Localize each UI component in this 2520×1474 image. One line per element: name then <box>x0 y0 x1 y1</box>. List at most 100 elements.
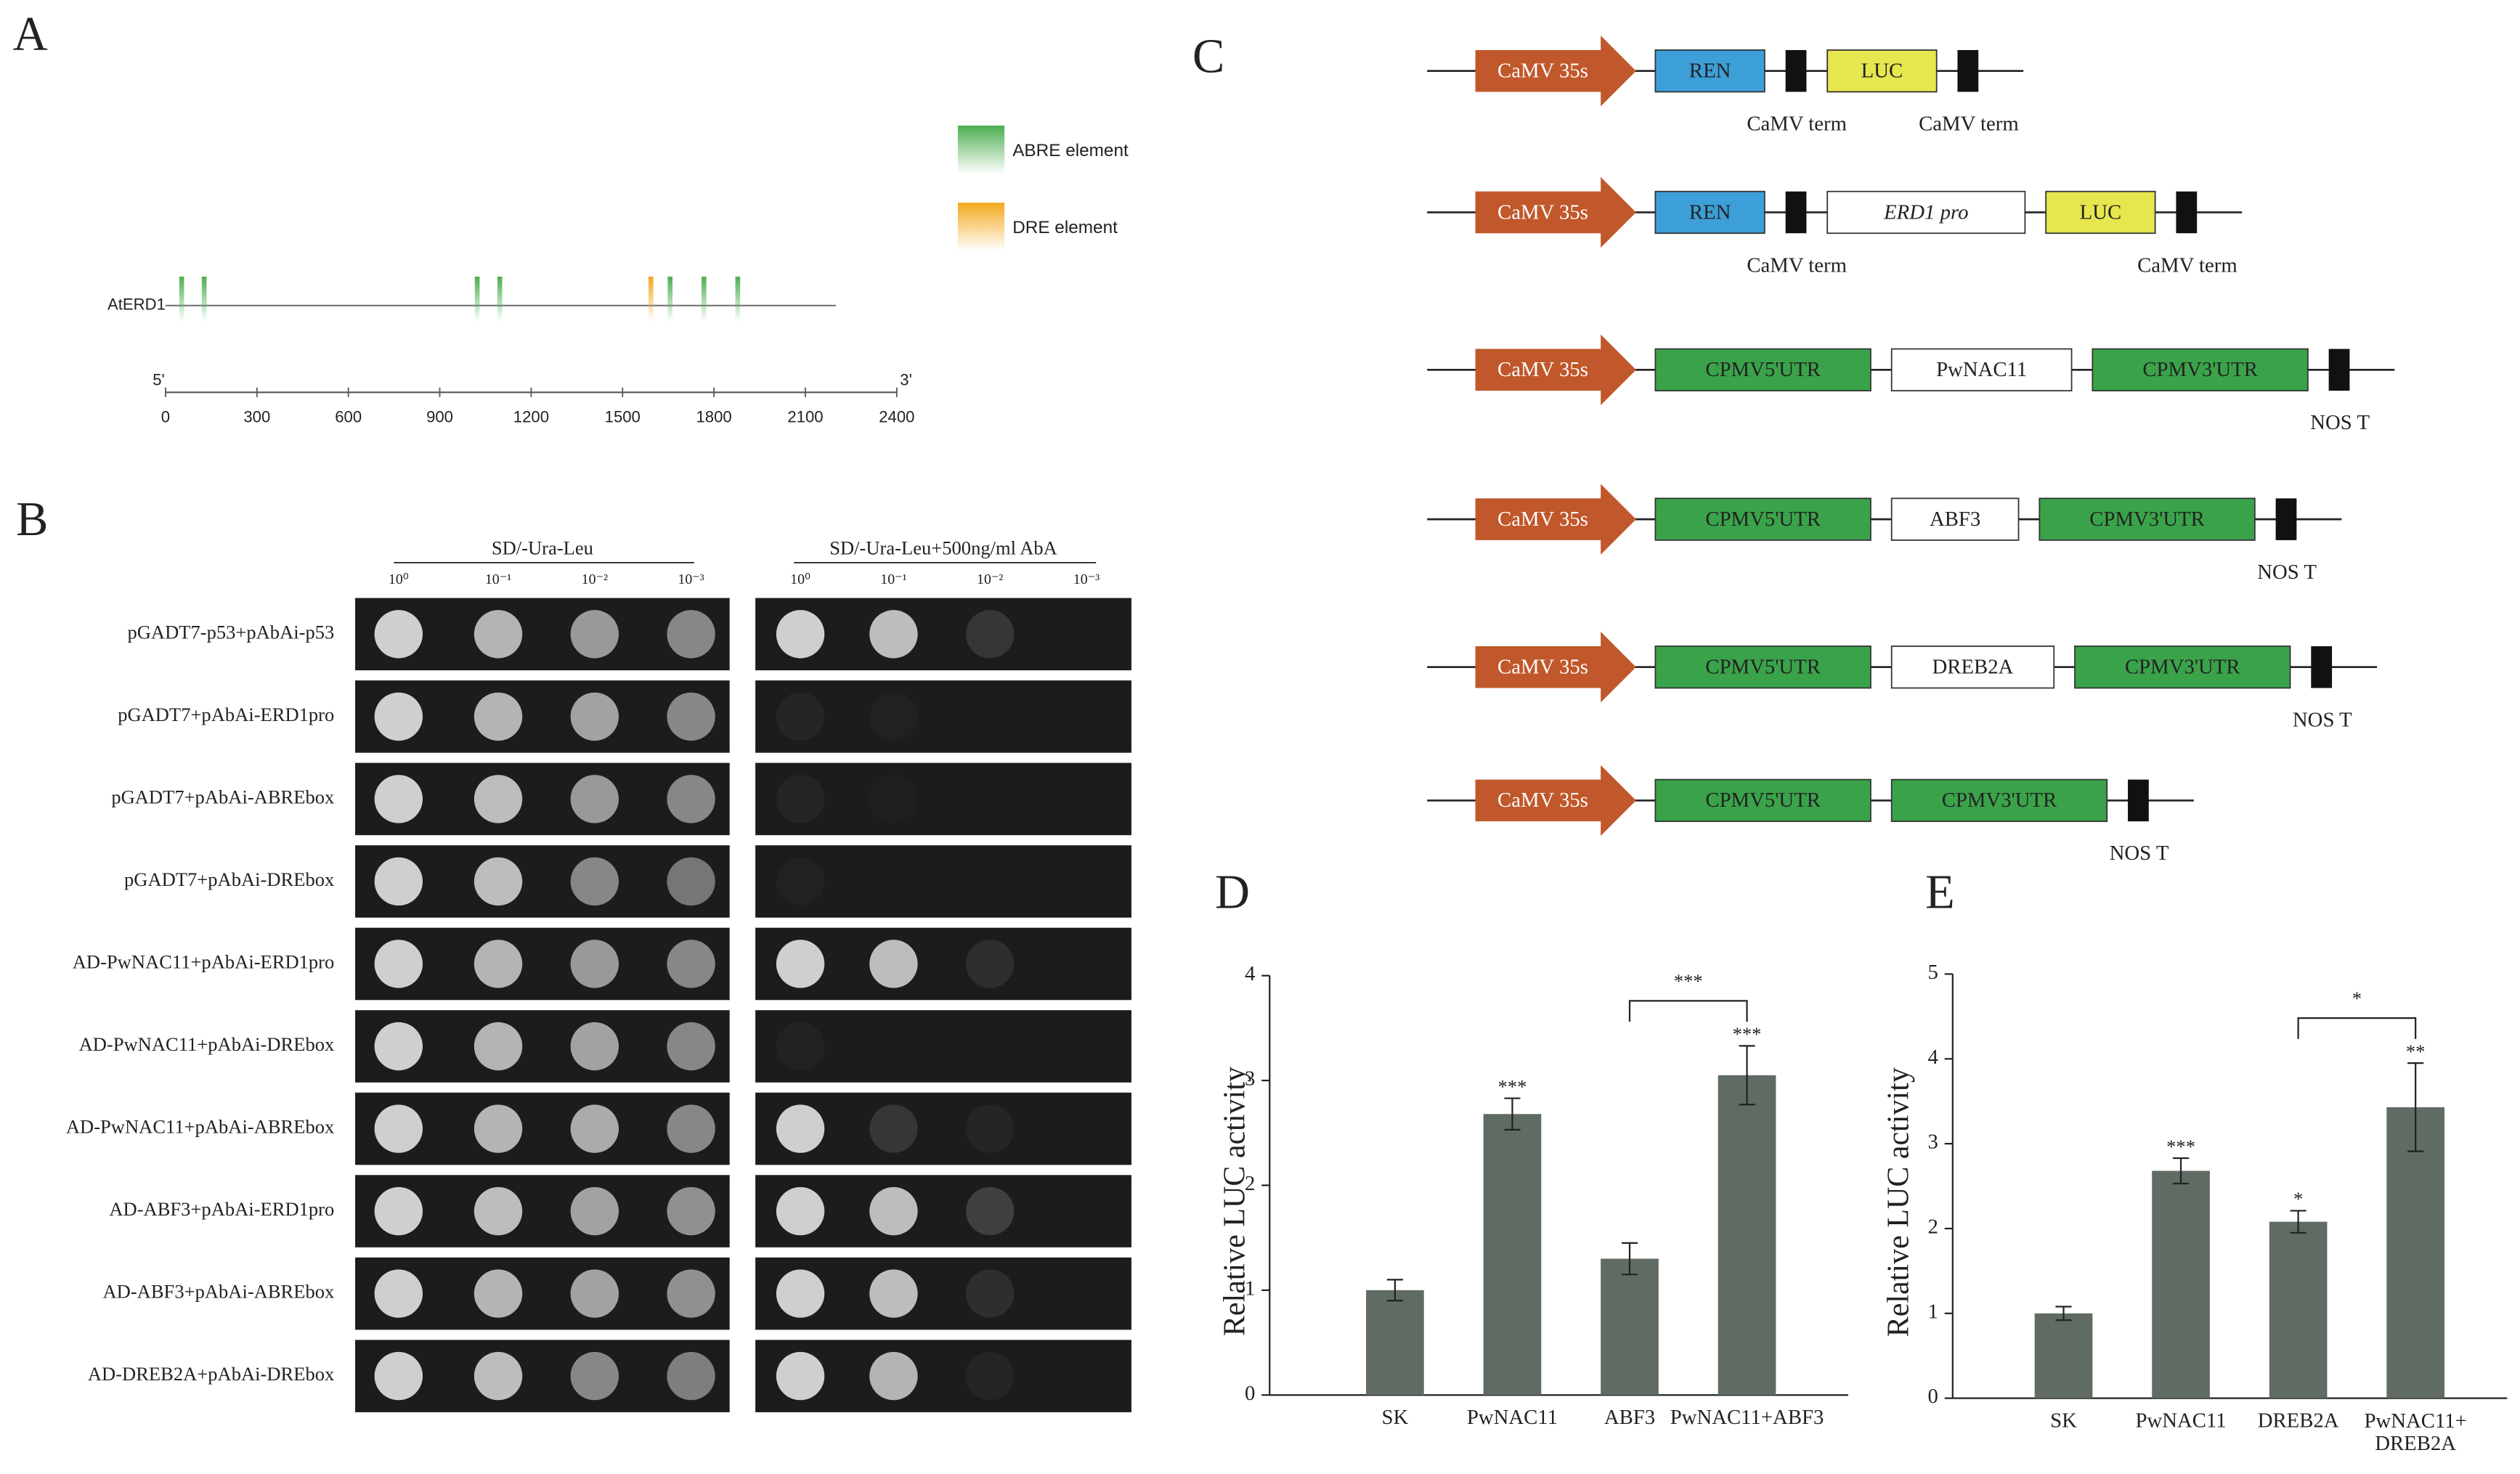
yeast-spot <box>473 775 523 823</box>
plate <box>755 845 1131 918</box>
yeast-spot <box>1062 940 1110 988</box>
terminator-label: CaMV term <box>2137 253 2237 277</box>
yeast-spot <box>374 1351 423 1401</box>
y-tick-label: 1 <box>1245 1276 1255 1300</box>
dilution-label: 10⁻¹ <box>485 571 511 587</box>
bracket <box>1628 1000 1748 1022</box>
yeast-spot <box>667 775 715 823</box>
promoter-arrow <box>1475 765 1636 836</box>
row-label: AD-DREB2A+pAbAi-DREbox <box>88 1363 334 1385</box>
yeast-spot <box>374 1186 423 1236</box>
promoter-arrow <box>1475 632 1636 703</box>
terminator <box>2328 349 2350 391</box>
yeast-spot <box>776 1269 825 1318</box>
plate <box>755 762 1131 836</box>
element-mark <box>701 276 707 322</box>
bar <box>2386 1107 2444 1398</box>
yeast-spot <box>374 940 423 988</box>
construct-label: CPMV5'UTR <box>1705 508 1821 531</box>
error-bar <box>2172 1157 2190 1185</box>
yeast-spot <box>667 1104 715 1153</box>
yeast-spot <box>570 610 619 659</box>
yeast-spot <box>374 857 423 906</box>
promoter-arrow <box>1475 176 1636 248</box>
yeast-spot <box>570 1022 619 1071</box>
yeast-spot <box>374 1022 423 1071</box>
error-bar <box>1386 1279 1403 1302</box>
yeast-spot <box>374 775 423 823</box>
element-mark <box>667 276 673 322</box>
row-label: pGADT7+pAbAi-DREbox <box>124 868 334 890</box>
row-label: pGADT7+pAbAi-ABREbox <box>111 786 334 808</box>
legend-swatch <box>957 125 1005 174</box>
yeast-spot <box>966 610 1015 659</box>
yeast-spot <box>1062 1022 1110 1070</box>
x-tick-label: 2100 <box>787 408 823 426</box>
yeast-spot <box>869 1022 917 1070</box>
promoter-label: CaMV 35s <box>1497 656 1588 679</box>
row-label: AD-ABF3+pAbAi-ERD1pro <box>109 1198 334 1220</box>
construct-label: ABF3 <box>1930 508 1980 531</box>
yeast-spot <box>776 1022 825 1071</box>
significance: *** <box>2166 1136 2195 1157</box>
element-mark <box>179 276 184 322</box>
terminator <box>2176 191 2198 234</box>
dilution-label: 10⁰ <box>389 571 409 587</box>
x-tick-label: 1500 <box>605 408 641 426</box>
bar <box>2034 1313 2093 1398</box>
yeast-spot <box>473 692 523 741</box>
promoter-label: CaMV 35s <box>1497 508 1588 531</box>
yeast-spot <box>1062 693 1110 741</box>
yeast-spot <box>869 775 917 823</box>
yeast-spot <box>473 857 523 906</box>
promoter-arrow <box>1475 484 1636 555</box>
construct-box <box>1654 190 1765 235</box>
legend-label: ABRE element <box>1012 141 1129 160</box>
x-tick-label: PwNAC11+ DREB2A <box>2364 1409 2466 1454</box>
plate <box>755 1010 1131 1083</box>
x-tick-label: SK <box>1382 1406 1409 1429</box>
five-prime: 5' <box>153 371 165 389</box>
construct-label: CPMV3'UTR <box>2142 358 2258 381</box>
yeast-spot <box>374 610 423 659</box>
bracket <box>2297 1017 2417 1039</box>
yeast-spot <box>667 610 715 659</box>
y-tick-label: 4 <box>1245 962 1255 985</box>
x-tick-label: 600 <box>335 408 362 426</box>
construct-label: PwNAC11 <box>1936 358 2027 381</box>
yeast-spot <box>776 1351 825 1401</box>
yeast-spot <box>667 1022 715 1071</box>
terminator <box>1785 49 1807 92</box>
y-tick-label: 3 <box>1245 1067 1255 1091</box>
panel-label: E <box>1925 866 1955 919</box>
y-tick-label: 5 <box>1928 961 1938 984</box>
yeast-spot <box>570 692 619 741</box>
yeast-spot <box>1062 1352 1110 1400</box>
condition-label: SD/-Ura-Leu+500ng/ml AbA <box>829 537 1057 558</box>
error-bar <box>1739 1045 1755 1106</box>
y-tick-label: 0 <box>1245 1382 1255 1405</box>
construct-label: CPMV3'UTR <box>1942 789 2057 812</box>
yeast-spot <box>570 775 619 823</box>
y-axis-label: Relative LUC activity <box>1219 1067 1252 1336</box>
y-tick-label: 2 <box>1245 1172 1255 1195</box>
row-label: AD-PwNAC11+pAbAi-DREbox <box>79 1033 335 1055</box>
bar <box>2152 1170 2210 1398</box>
construct-label: LUC <box>2080 200 2122 224</box>
row-label: pGADT7+pAbAi-ERD1pro <box>118 704 334 725</box>
row-label: AD-ABF3+pAbAi-ABREbox <box>103 1281 335 1303</box>
terminator-label: NOS T <box>2310 411 2370 434</box>
y-tick-label: 1 <box>1928 1300 1938 1323</box>
terminator-label: NOS T <box>2257 561 2317 584</box>
yeast-spot <box>473 610 523 659</box>
construct-box <box>1654 49 1765 93</box>
yeast-spot <box>869 1186 918 1236</box>
yeast-spot <box>776 775 825 823</box>
construct-box <box>1654 778 1871 823</box>
yeast-spot <box>374 1104 423 1153</box>
yeast-spot <box>570 1269 619 1318</box>
promoter-label: CaMV 35s <box>1497 60 1588 83</box>
construct-label: CPMV3'UTR <box>2125 656 2240 679</box>
construct-label: CPMV3'UTR <box>2089 508 2205 531</box>
construct-box <box>1890 646 2055 689</box>
